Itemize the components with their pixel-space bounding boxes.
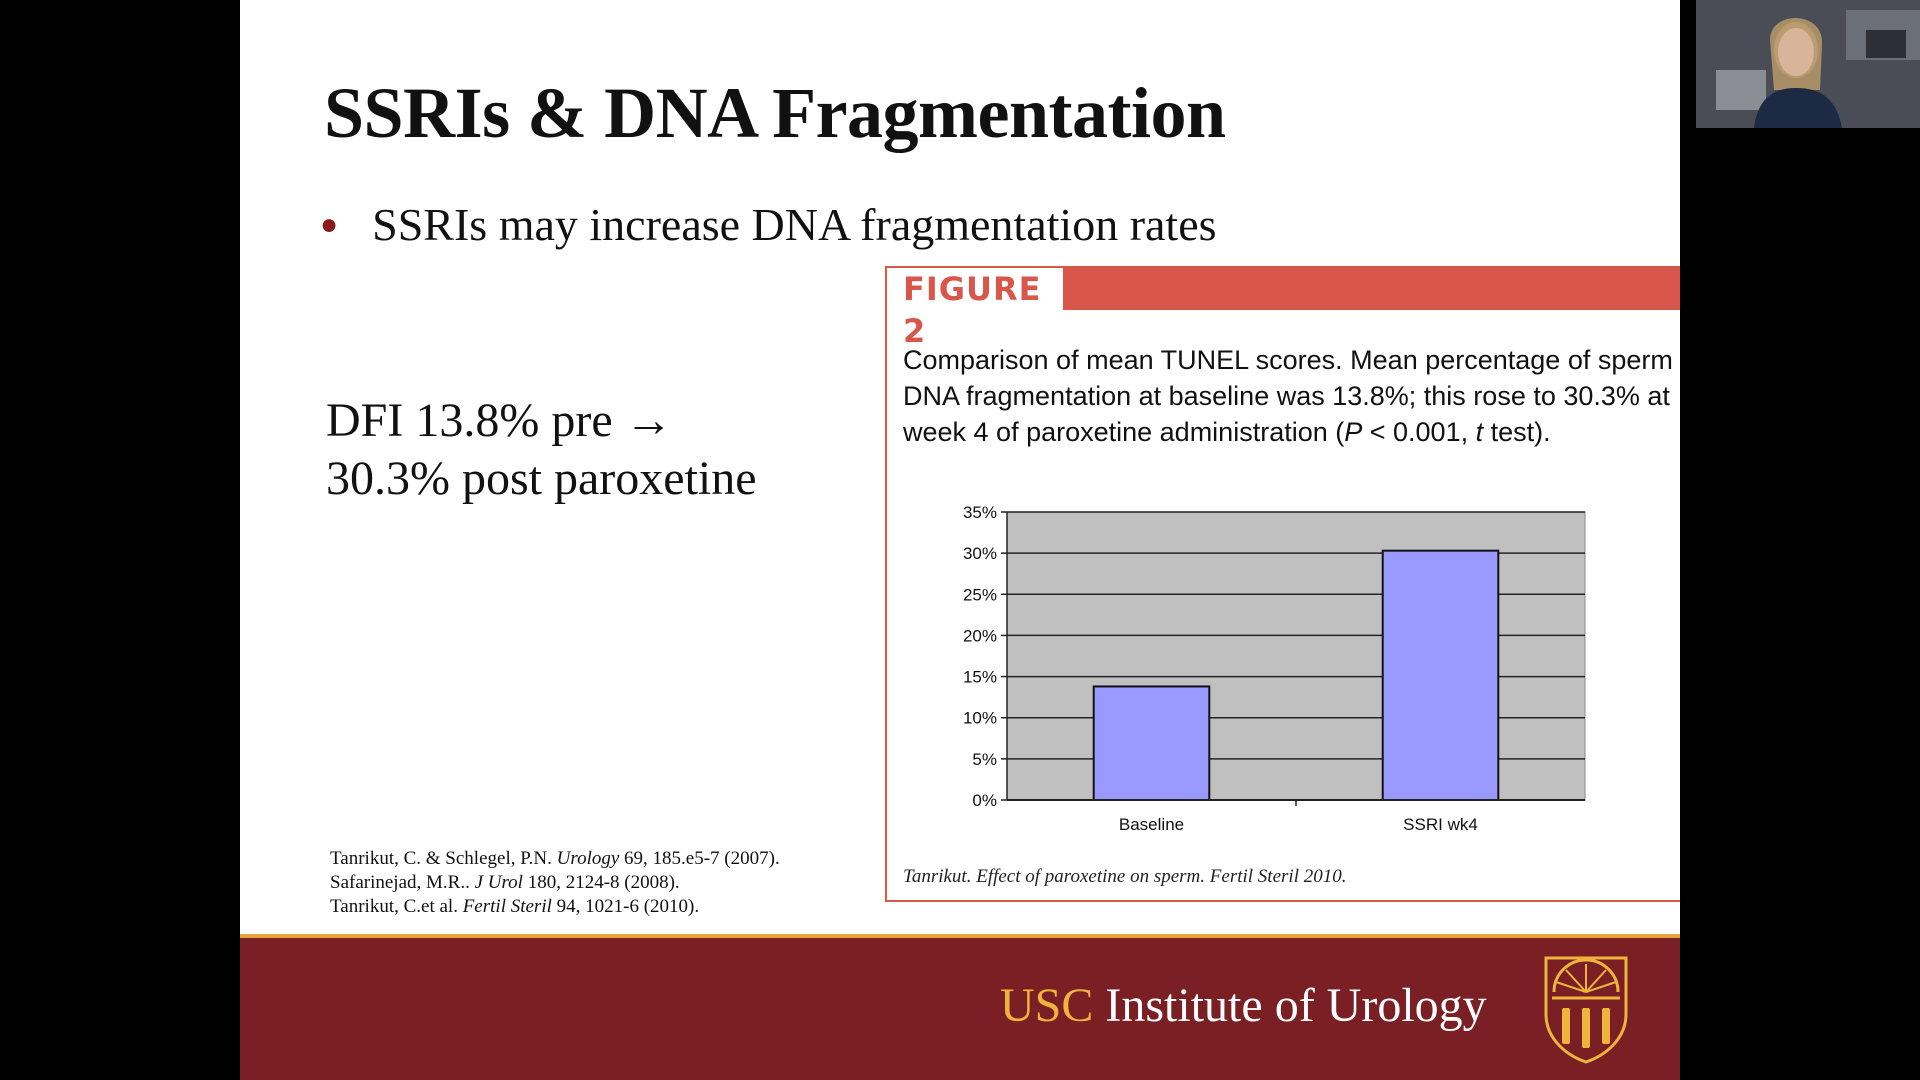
slide-footer: USC Institute of Urology	[240, 938, 1680, 1080]
references: Tanrikut, C. & Schlegel, P.N. Urology 69…	[330, 847, 780, 919]
tunel-bar-chart: 0% 5% 10% 15% 20% 25% 30% 35% Baseline SSRI wk4	[963, 503, 1586, 834]
webcam-video-thumbnail[interactable]	[1696, 0, 1920, 128]
dfi-line-1: DFI 13.8% pre →	[326, 394, 673, 447]
reference-2: Safarinejad, M.R.. J Urol 180, 2124-8 (2…	[330, 872, 680, 893]
bullet-text: SSRIs may increase DNA fragmentation rat…	[372, 199, 1217, 250]
y-tick-label: 10%	[963, 709, 997, 728]
y-tick-label: 25%	[963, 585, 997, 604]
bar-baseline	[1092, 685, 1211, 801]
reference-1: Tanrikut, C. & Schlegel, P.N. Urology 69…	[330, 848, 780, 869]
y-tick-label: 5%	[972, 750, 997, 769]
slide-title: SSRIs & DNA Fragmentation	[324, 73, 1226, 153]
dfi-line-2: 30.3% post paroxetine	[326, 452, 757, 505]
bar-ssri-wk4	[1381, 549, 1500, 801]
y-tick-label: 15%	[963, 668, 997, 687]
dfi-summary: DFI 13.8% pre → 30.3% post paroxetine	[326, 392, 757, 508]
x-tick-label: SSRI wk4	[1403, 815, 1478, 834]
figure-header-bar: FIGURE 2	[887, 268, 1680, 350]
usc-seal-icon	[1544, 956, 1628, 1064]
x-tick-label: Baseline	[1119, 815, 1184, 834]
institute-name: USC Institute of Urology	[1000, 978, 1487, 1033]
y-tick-label: 30%	[963, 544, 997, 563]
y-tick-label: 20%	[963, 626, 997, 645]
figure-box: FIGURE 2 Comparison of mean TUNEL scores…	[885, 266, 1680, 902]
figure-credit: Tanrikut. Effect of paroxetine on sperm.…	[903, 866, 1347, 887]
footer-accent-line	[240, 934, 1680, 938]
figure-label: FIGURE 2	[887, 268, 1067, 350]
y-tick-label: 35%	[963, 503, 997, 522]
usc-wordmark: USC	[1000, 979, 1094, 1032]
bullet-dot-icon: ●	[320, 208, 339, 241]
y-tick-label: 0%	[972, 791, 997, 810]
reference-3: Tanrikut, C.et al. Fertil Steril 94, 102…	[330, 896, 700, 917]
institute-text: Institute of Urology	[1105, 979, 1487, 1032]
figure-caption: Comparison of mean TUNEL scores. Mean pe…	[903, 345, 1673, 447]
bullet-point: ● SSRIs may increase DNA fragmentation ra…	[320, 198, 1217, 251]
presentation-slide: SSRIs & DNA Fragmentation ● SSRIs may inc…	[240, 0, 1680, 1080]
